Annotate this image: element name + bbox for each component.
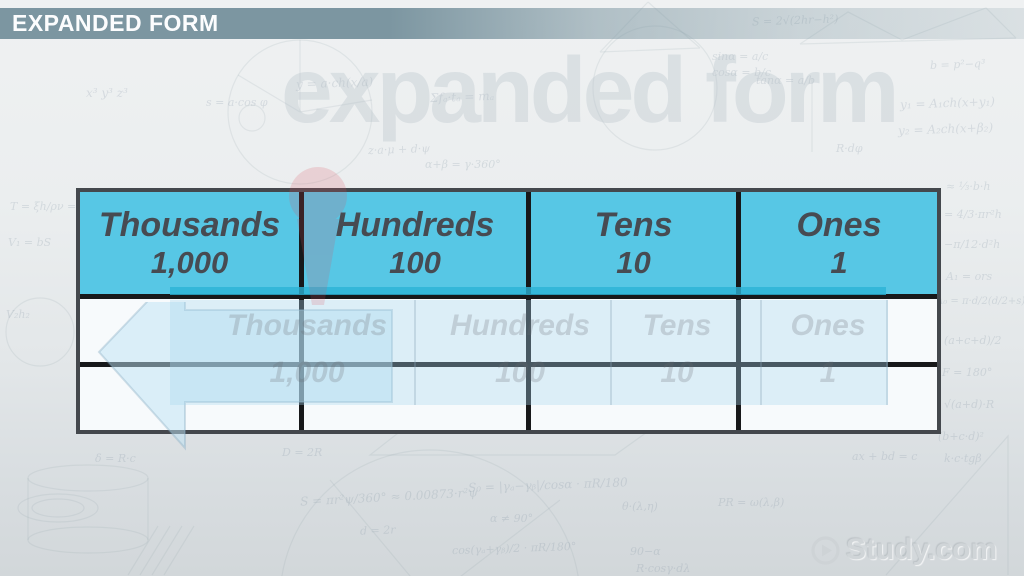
watermark-text: expanded form <box>281 38 900 142</box>
play-circle-icon <box>811 535 840 565</box>
column-value: 100 <box>389 244 441 280</box>
background-formula: y₁ = A₁ch(x+y₁) <box>899 94 996 112</box>
background-formula: z·a·μ + d·ψ <box>367 141 431 158</box>
background-formula: T = ξh/ρν = 0 <box>10 200 87 213</box>
background-formula: cosα = b/c <box>712 66 771 79</box>
background-formula: sinα = a/c <box>712 50 769 63</box>
background-formula: y₂ = A₂ch(x+β₂) <box>897 120 994 138</box>
background-formula: α+β = γ·360° <box>425 158 501 171</box>
background-formula: θ·(λ,η) <box>622 500 658 513</box>
table-cell-empty <box>304 299 531 367</box>
background-formula: cos(γₐ+γᵦ)/2 · πR/180° <box>451 539 577 558</box>
background-formula: x³ y³ z³ <box>86 86 128 100</box>
background-formula: S₀ = |γₐ−γᵦ|/cosα · πR/180 <box>467 475 628 495</box>
background-formula: k·c·tgβ <box>944 452 982 465</box>
ghost-label-ones: Ones <box>790 309 866 342</box>
background-formula: A₀ = π·d/2(d/2+s) <box>936 296 1024 307</box>
background-formula: 90−α <box>630 545 661 558</box>
header-cell-tens: Tens 10 <box>531 192 741 299</box>
background-formula: (a+c+d)/2 <box>944 334 1002 347</box>
background-formula: V₂h₂ <box>6 308 30 321</box>
background-formula: s = a·cos φ <box>206 96 268 109</box>
column-value: 10 <box>616 244 651 280</box>
ghost-table-fill <box>170 300 888 405</box>
table-cell-empty <box>531 299 741 367</box>
ghost-label-tens: Tens <box>642 309 712 342</box>
background-formula: d = 2r <box>359 523 396 538</box>
ghost-label-hundreds: Hundreds <box>449 309 591 342</box>
header-cell-thousands: Thousands 1,000 <box>80 192 304 299</box>
background-formula: α ≠ 90° <box>490 512 534 525</box>
background-formula: ≈ ⅓·b·h <box>946 180 991 193</box>
background-formula: V₁ = bS <box>8 236 52 249</box>
background-formula: A₁ = ors <box>946 270 993 283</box>
ghost-table-header-edge <box>170 287 886 295</box>
column-value: 1,000 <box>150 244 229 280</box>
background-formula: √(a+d)·R <box>944 398 995 411</box>
background-formula: D = 2R <box>282 446 323 459</box>
column-value: 1 <box>830 244 848 280</box>
background-formula: = 4/3·πr²h <box>944 208 1002 221</box>
background-formula: (b+c·d)² <box>938 430 984 443</box>
column-label: Thousands <box>98 205 281 244</box>
background-formula: R·cosγ·dλ <box>636 562 691 575</box>
background-formula: δ = R·c <box>95 452 136 465</box>
ghost-label-thousands: Thousands <box>226 309 388 342</box>
background-formula: ax + bd = c <box>852 450 918 463</box>
ghost-arrow-clip <box>0 302 1024 472</box>
studycom-logo: Study.com <box>810 533 997 567</box>
header-cell-hundreds: Hundreds 100 <box>304 192 531 299</box>
ghost-value-tens: 10 <box>660 356 694 389</box>
background-formula: PR = ω(λ,β) <box>718 496 785 509</box>
background-formula: S = πr²ψ/360° ≈ 0.00873·r²ψ <box>299 485 479 509</box>
table-cell-empty <box>304 367 531 430</box>
background-formula: b = p²−q³ <box>929 57 986 72</box>
background-formula: R·dφ <box>836 142 863 155</box>
ghost-divider <box>414 300 416 405</box>
header-cell-ones: Ones 1 <box>741 192 937 299</box>
title-banner: EXPANDED FORM <box>0 8 1024 39</box>
back-arrow-icon <box>97 302 393 451</box>
column-label: Tens <box>594 205 673 244</box>
table-cell-empty <box>531 367 741 430</box>
column-label: Hundreds <box>335 205 495 244</box>
ghost-value-hundreds: 100 <box>494 356 546 389</box>
background-formula: tanα = a/b <box>756 74 816 87</box>
background-formula: F = 180° <box>942 366 993 379</box>
logo-text: Study.com <box>846 533 998 566</box>
ghost-divider <box>610 300 612 405</box>
ghost-value-ones: 1 <box>819 356 837 389</box>
ghost-divider <box>760 300 762 405</box>
slide-title: EXPANDED FORM <box>12 10 219 36</box>
background-formula: −π/12·d²h <box>944 238 1001 251</box>
ghost-value-thousands: 1,000 <box>269 356 345 389</box>
column-label: Ones <box>796 205 882 244</box>
table-cell-empty <box>741 299 937 367</box>
